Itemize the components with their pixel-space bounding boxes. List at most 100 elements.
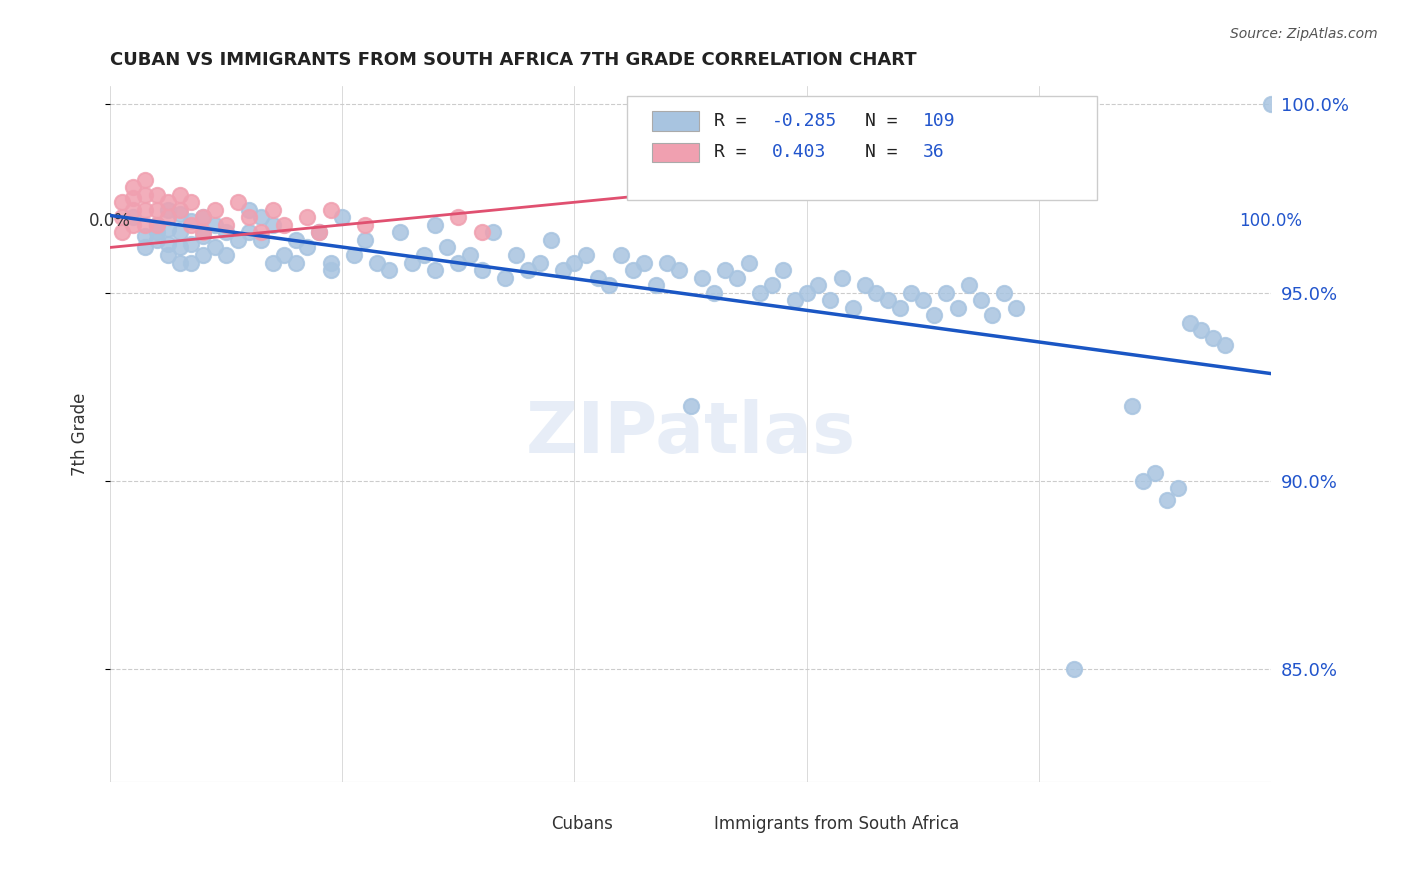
Point bbox=[471, 263, 494, 277]
Y-axis label: 7th Grade: 7th Grade bbox=[72, 392, 89, 475]
Text: Immigrants from South Africa: Immigrants from South Africa bbox=[714, 815, 959, 833]
Point bbox=[517, 263, 540, 277]
Point bbox=[679, 399, 702, 413]
Point bbox=[737, 255, 759, 269]
FancyBboxPatch shape bbox=[688, 815, 716, 832]
Point bbox=[540, 233, 562, 247]
Point bbox=[250, 226, 273, 240]
Point bbox=[761, 278, 783, 293]
Point bbox=[273, 218, 295, 232]
Point bbox=[169, 187, 191, 202]
Point bbox=[134, 218, 156, 232]
Point bbox=[262, 255, 284, 269]
Point bbox=[134, 229, 156, 244]
Point bbox=[772, 263, 794, 277]
Text: N =: N = bbox=[865, 144, 908, 161]
Point bbox=[598, 278, 620, 293]
Point bbox=[319, 255, 342, 269]
Point bbox=[250, 211, 273, 225]
Point bbox=[180, 236, 202, 251]
Point bbox=[657, 255, 679, 269]
Point bbox=[343, 248, 366, 262]
Point bbox=[354, 218, 377, 232]
Point bbox=[284, 233, 307, 247]
Point bbox=[482, 226, 505, 240]
Point bbox=[1004, 301, 1026, 315]
Point bbox=[970, 293, 993, 308]
Point bbox=[1143, 467, 1166, 481]
Point bbox=[1063, 662, 1085, 676]
Text: Source: ZipAtlas.com: Source: ZipAtlas.com bbox=[1230, 27, 1378, 41]
Point bbox=[842, 301, 865, 315]
Point bbox=[1202, 331, 1225, 345]
Text: 100.0%: 100.0% bbox=[1240, 212, 1302, 230]
Point bbox=[690, 270, 713, 285]
Point bbox=[111, 195, 134, 210]
Point bbox=[610, 248, 633, 262]
Point bbox=[134, 172, 156, 186]
Point bbox=[924, 308, 946, 322]
Point bbox=[238, 202, 260, 217]
FancyBboxPatch shape bbox=[627, 96, 1097, 201]
Point bbox=[796, 285, 818, 300]
Point bbox=[134, 187, 156, 202]
Point bbox=[122, 180, 145, 194]
Point bbox=[377, 263, 399, 277]
Point bbox=[122, 218, 145, 232]
Point bbox=[157, 248, 180, 262]
Point bbox=[796, 172, 818, 186]
Point bbox=[586, 270, 609, 285]
Point bbox=[1213, 338, 1236, 352]
Point bbox=[215, 218, 238, 232]
Point bbox=[145, 187, 167, 202]
Point bbox=[425, 218, 447, 232]
Point bbox=[425, 263, 447, 277]
Point bbox=[505, 248, 527, 262]
Point bbox=[412, 248, 434, 262]
Point bbox=[529, 255, 551, 269]
Point bbox=[575, 248, 598, 262]
Text: 0.403: 0.403 bbox=[772, 144, 827, 161]
Point bbox=[853, 278, 876, 293]
Point bbox=[889, 301, 911, 315]
Text: Cubans: Cubans bbox=[551, 815, 613, 833]
FancyBboxPatch shape bbox=[652, 112, 699, 131]
Point bbox=[145, 202, 167, 217]
Point bbox=[725, 270, 748, 285]
Text: 0.0%: 0.0% bbox=[89, 212, 131, 230]
Point bbox=[308, 226, 330, 240]
Point bbox=[262, 218, 284, 232]
Point bbox=[111, 226, 134, 240]
Point bbox=[169, 255, 191, 269]
Point bbox=[957, 278, 980, 293]
Point bbox=[180, 195, 202, 210]
FancyBboxPatch shape bbox=[499, 815, 529, 832]
FancyBboxPatch shape bbox=[652, 143, 699, 162]
Point bbox=[458, 248, 481, 262]
Point bbox=[1167, 482, 1189, 496]
Point bbox=[134, 202, 156, 217]
Point bbox=[297, 211, 319, 225]
Point bbox=[226, 233, 249, 247]
Point bbox=[714, 263, 737, 277]
Point bbox=[250, 233, 273, 247]
Point bbox=[191, 248, 214, 262]
Point bbox=[157, 202, 180, 217]
Point bbox=[180, 218, 202, 232]
Text: R =: R = bbox=[714, 112, 758, 130]
Point bbox=[494, 270, 516, 285]
Point bbox=[1132, 474, 1154, 488]
Point bbox=[644, 278, 666, 293]
Point bbox=[981, 308, 1004, 322]
Point bbox=[180, 214, 202, 228]
Point bbox=[191, 211, 214, 225]
Point bbox=[993, 285, 1015, 300]
Point bbox=[749, 285, 772, 300]
Point bbox=[169, 206, 191, 220]
Point bbox=[122, 211, 145, 225]
Text: R =: R = bbox=[714, 144, 768, 161]
Point bbox=[122, 202, 145, 217]
Point bbox=[191, 229, 214, 244]
Point bbox=[401, 255, 423, 269]
Point bbox=[865, 285, 887, 300]
